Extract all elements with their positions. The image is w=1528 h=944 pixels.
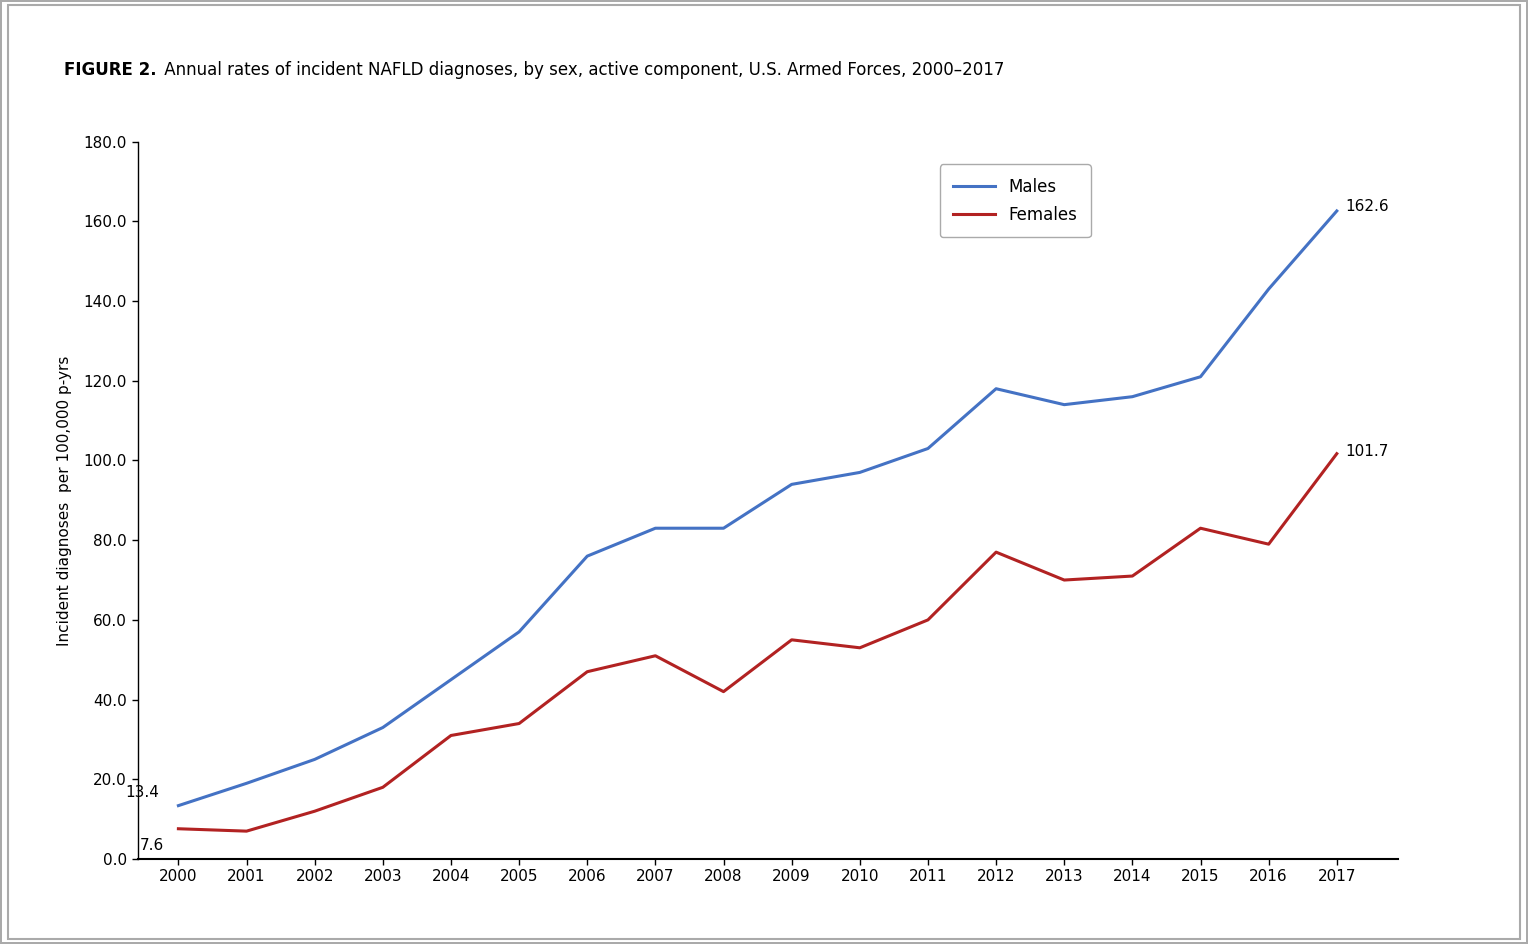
Text: FIGURE 2.: FIGURE 2.: [64, 61, 157, 79]
Males: [442, 674, 460, 685]
Males: [1259, 283, 1277, 295]
Males: [237, 778, 255, 789]
Females: [1328, 448, 1346, 460]
Text: 162.6: 162.6: [1345, 199, 1389, 214]
Males: [510, 626, 529, 637]
Y-axis label: Incident diagnoses  per 100,000 p-yrs: Incident diagnoses per 100,000 p-yrs: [58, 355, 72, 646]
Males: [715, 523, 733, 534]
Females: [1054, 574, 1073, 585]
Males: [1054, 399, 1073, 411]
Males: [782, 479, 801, 490]
Males: [578, 550, 596, 562]
Males: [646, 523, 665, 534]
Males: [918, 443, 937, 454]
Females: [987, 547, 1005, 558]
Females: [715, 686, 733, 698]
Males: [987, 383, 1005, 395]
Females: [374, 782, 393, 793]
Males: [306, 753, 324, 765]
Females: [442, 730, 460, 741]
Females: [851, 642, 869, 653]
Text: Annual rates of incident NAFLD diagnoses, by sex, active component, U.S. Armed F: Annual rates of incident NAFLD diagnoses…: [159, 61, 1004, 79]
Females: [578, 666, 596, 678]
Females: [306, 805, 324, 817]
Legend: Males, Females: Males, Females: [940, 164, 1091, 237]
Males: [1328, 205, 1346, 216]
Males: [170, 800, 188, 811]
Text: 13.4: 13.4: [125, 785, 159, 801]
Females: [782, 634, 801, 646]
Males: [1123, 391, 1141, 402]
Line: Males: Males: [179, 211, 1337, 805]
Males: [1192, 371, 1210, 382]
Males: [374, 722, 393, 733]
Females: [646, 650, 665, 662]
Females: [918, 615, 937, 626]
Females: [1192, 523, 1210, 534]
Line: Females: Females: [179, 454, 1337, 831]
Text: 101.7: 101.7: [1345, 445, 1389, 460]
Females: [510, 717, 529, 729]
Females: [170, 823, 188, 834]
Females: [1123, 570, 1141, 582]
Females: [1259, 538, 1277, 549]
Males: [851, 466, 869, 478]
Text: 7.6: 7.6: [139, 837, 163, 852]
Females: [237, 825, 255, 836]
